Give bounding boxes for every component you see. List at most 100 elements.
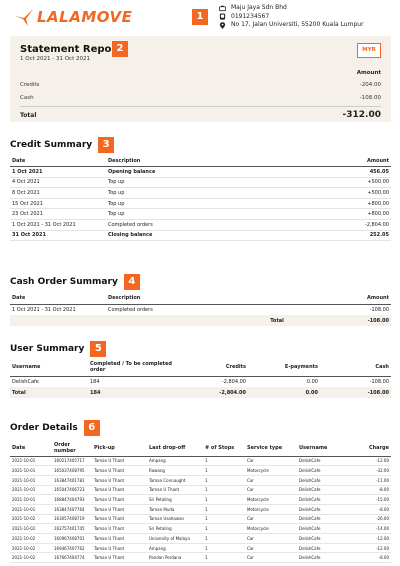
cell-amount: 456.05 — [290, 166, 391, 178]
cell-order-number: 165037408795 — [52, 465, 92, 476]
column-header: Last drop-off — [147, 440, 203, 457]
cell-charge: -26.00 — [347, 514, 391, 525]
cell-service-type: Motorcycle — [245, 465, 297, 476]
cell-date: 2021-10-02 — [10, 523, 52, 534]
cell-description: Top up — [106, 198, 291, 210]
cell-date: 1 Oct 2021 - 31 Oct 2021 — [12, 306, 76, 313]
cell-username: DelishCafe — [297, 485, 347, 496]
cell-stops: 1 — [203, 523, 245, 534]
cell-pickup: Taman U Thant — [92, 514, 147, 525]
cell-last-dropoff: Ampang — [147, 456, 203, 467]
amount-header: Amount — [356, 70, 381, 76]
cell-charge: -32.00 — [347, 465, 391, 476]
cell-charge: -8.00 — [347, 504, 391, 515]
cell-last-dropoff: Sri Petaling — [147, 494, 203, 505]
cell-date: 2021-10-02 — [10, 543, 52, 554]
cell-last-dropoff: Taman U Thant — [147, 485, 203, 496]
column-header: Date — [10, 156, 106, 168]
cell-service-type: Car — [245, 456, 297, 467]
table-row: 1 Oct 2021 Opening balance 456.05 — [10, 166, 391, 178]
cell-amount: -2,804.00 — [290, 219, 391, 231]
column-header: Amount — [290, 156, 391, 168]
cell-empty — [10, 315, 106, 326]
column-header: Cash — [320, 359, 391, 377]
table-row: 4 Oct 2021 Top up +500.00 — [10, 177, 391, 189]
bird-logo-icon — [15, 9, 33, 26]
cell-charge: -8.00 — [347, 485, 391, 496]
cell-pickup: Taman U Thant — [92, 456, 147, 467]
cell-date: 2021-10-02 — [10, 514, 52, 525]
column-header: Username — [297, 440, 347, 457]
cell-order-number: 163847407764 — [52, 504, 92, 515]
table-row: 2021-10-01 160217405717 Taman U Thant Ampan… — [10, 456, 391, 467]
cell-service-type: Motorcycle — [245, 494, 297, 505]
lalamove-logo: LALAMOVE — [14, 6, 132, 28]
table-row: 2021-10-01 163847401781 Taman U Thant Taman… — [10, 475, 391, 486]
statement-total-value: -312.00 — [342, 110, 381, 120]
table-row: 2021-10-02 169467407762 Taman U Thant Ampan… — [10, 543, 391, 554]
table-row: 2021-10-02 162757401745 Taman U Thant Sri P… — [10, 523, 391, 534]
cell-date: 2021-10-02 — [10, 533, 52, 544]
cell-pickup: Taman U Thant — [92, 465, 147, 476]
cell-amount: -108.00 — [369, 306, 389, 313]
statement-row-cash: Cash -108.00 — [20, 95, 381, 101]
section-title: User Summary — [10, 344, 85, 354]
cell-stops: 1 — [203, 552, 245, 564]
cell-last-dropoff: Taman Connaught — [147, 475, 203, 486]
total-row: Total 184 -2,804.00 0.00 -108.00 — [10, 387, 391, 398]
cell-order-number: 160217405717 — [52, 456, 92, 467]
cash-order-summary-heading: Cash Order Summary 4 — [10, 274, 140, 290]
statement-row-value: -204.00 — [359, 82, 381, 88]
cell-order-number: 160967408701 — [52, 533, 92, 544]
total-orders: 184 — [88, 387, 184, 398]
section-title: Cash Order Summary — [10, 277, 118, 287]
column-header: Credits — [184, 359, 248, 377]
cell-service-type: Car — [245, 543, 297, 554]
column-header: E-payments — [248, 359, 320, 377]
cell-amount: +800.00 — [290, 208, 391, 221]
cell-description: Completed orders — [106, 219, 291, 231]
table-row: 15 Oct 2021 Top up +800.00 — [10, 198, 391, 210]
cell-charge: -11.00 — [347, 475, 391, 486]
cell-pickup: Taman U Thant — [92, 475, 147, 486]
cell-service-type: Car — [245, 533, 297, 544]
cell-order-number: 163847401781 — [52, 475, 92, 486]
table-row: DelishCafe 184 -2,804.00 0.00 -108.00 — [10, 376, 391, 387]
cell-description: Completed orders — [108, 306, 153, 313]
cell-stops: 1 — [203, 504, 245, 515]
total-credits: -2,804.00 — [184, 387, 248, 398]
order-details-heading: Order Details 6 — [10, 420, 100, 436]
company-phone: 0191234567 — [231, 12, 270, 20]
cell-orders: 184 — [90, 378, 100, 385]
cell-username: DelishCafe — [297, 475, 347, 486]
cell-date: 2021-10-01 — [10, 485, 52, 496]
cell-pickup: Taman U Thant — [92, 523, 147, 534]
cell-charge: -15.00 — [347, 494, 391, 505]
column-header: Date — [10, 440, 52, 457]
cell-service-type: Car — [245, 475, 297, 486]
table-row: 2021-10-02 160967408701 Taman U Thant Unive… — [10, 533, 391, 544]
cell-service-type: Car — [245, 485, 297, 496]
cell-order-number: 165047406723 — [52, 485, 92, 496]
cell-username: DelishCafe — [297, 523, 347, 534]
column-header: Description — [106, 156, 291, 168]
column-header: Charge — [347, 440, 391, 457]
column-header: Amount — [291, 293, 391, 305]
callout-badge-2: 2 — [112, 41, 128, 57]
table-row: 31 Oct 2021 Closing balance 252.05 — [10, 230, 391, 242]
order-details-table: Date Order number Pick-up Last drop-off … — [10, 440, 391, 564]
table-row: 23 Oct 2021 Top up +800.00 — [10, 208, 391, 221]
cell-amount: +500.00 — [290, 177, 391, 189]
cell-stops: 1 — [203, 514, 245, 525]
column-header: Completed / To be completed order — [88, 359, 184, 377]
cell-amount: 252.05 — [290, 230, 391, 242]
divider — [20, 106, 381, 107]
cell-username: DelishCafe — [297, 465, 347, 476]
cell-pickup: Taman U Thant — [92, 494, 147, 505]
cell-order-number: 169467407762 — [52, 543, 92, 554]
total-cash: -108.00 — [320, 387, 391, 398]
cell-date: 2021-10-01 — [10, 465, 52, 476]
table-row: 1 Oct 2021 - 31 Oct 2021 Completed orders… — [10, 219, 391, 231]
statement-row-label: Credits — [20, 82, 40, 88]
